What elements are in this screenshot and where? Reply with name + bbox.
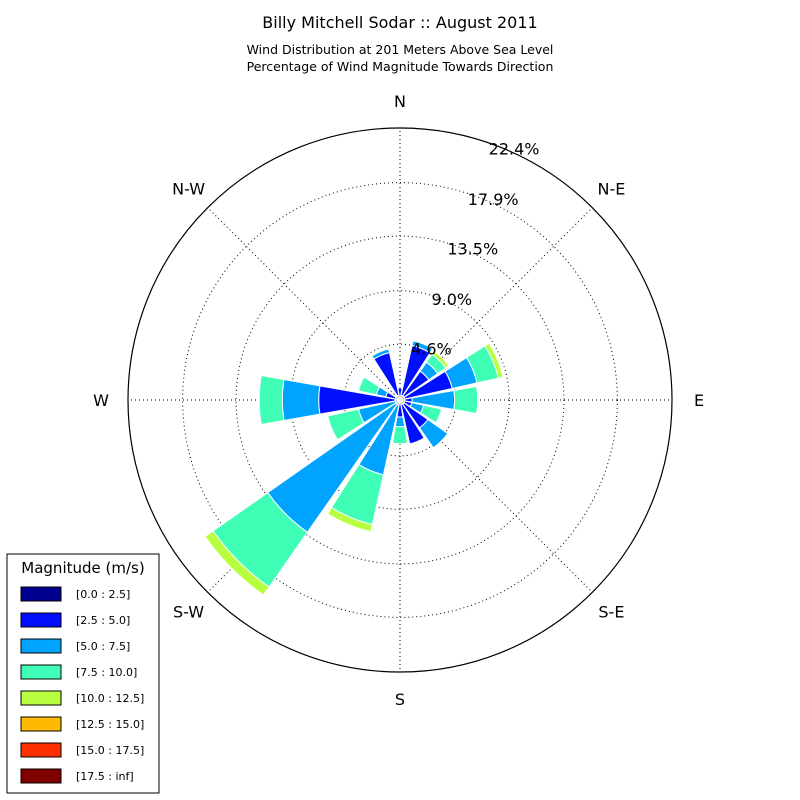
ring-label-3: 13.5% — [447, 240, 498, 259]
legend-swatch-6 — [20, 742, 62, 758]
ring-label-2: 9.0% — [431, 290, 472, 309]
sector-225-bin-4 — [204, 530, 270, 596]
legend-label-0: [0.0 : 2.5] — [76, 588, 130, 601]
legend-label-1: [2.5 : 5.0] — [76, 614, 130, 627]
sector-112.5-bin-3 — [419, 404, 443, 424]
sector-67.5-bin-4 — [484, 342, 504, 379]
direction-label-n-e: N-E — [597, 180, 625, 199]
legend-title: Magnitude (m/s) — [21, 559, 144, 577]
sector-45-bin-4 — [431, 350, 450, 369]
legend-swatch-1 — [20, 612, 62, 628]
grid-spoke-s-e — [399, 399, 593, 593]
legend-label-2: [5.0 : 7.5] — [76, 640, 130, 653]
grid-spoke-n-w — [207, 207, 401, 401]
legend-label-7: [17.5 : inf] — [76, 770, 134, 783]
grid-spoke-n-e — [399, 207, 593, 401]
direction-label-n: N — [394, 92, 406, 111]
legend-label-4: [10.0 : 12.5] — [76, 692, 144, 705]
sector-180-bin-2 — [394, 416, 406, 428]
outer-circle — [127, 127, 673, 673]
grid-ring-3 — [235, 235, 565, 565]
sector-180-bin-3 — [391, 425, 409, 445]
direction-label-s: S — [395, 690, 405, 709]
wind-sectors — [204, 340, 504, 596]
sector-0-bin-1 — [397, 387, 403, 397]
sector-22.5-bin-2 — [411, 340, 434, 354]
chart-subtitle-line-1: Wind Distribution at 201 Meters Above Se… — [247, 42, 554, 57]
chart-title: Billy Mitchell Sodar :: August 2011 — [262, 13, 537, 32]
polar-labels: N N-E E S-E S S-W W N-W 4.6% 9.0% 13.5% 17.9% 22.4% — [93, 92, 704, 709]
legend: Magnitude (m/s) [0.0 : 2.5] [2.5 : 5.0] [5… — [6, 553, 160, 794]
direction-label-n-w: N-W — [172, 180, 205, 199]
sector-270-bin-2 — [281, 378, 321, 422]
direction-label-s-e: S-E — [598, 602, 624, 621]
grid-ring-2 — [290, 290, 510, 510]
direction-label-s-w: S-W — [173, 602, 204, 621]
sector-135-bin-2 — [418, 418, 449, 449]
legend-swatch-4 — [20, 690, 62, 706]
sector-337.5-bin-2 — [371, 348, 391, 360]
sector-292.5-bin-3 — [357, 376, 381, 396]
legend-swatch-3 — [20, 664, 62, 680]
direction-label-w: W — [93, 391, 109, 410]
grid-ring-4 — [182, 182, 618, 618]
ring-label-4: 17.9% — [468, 190, 519, 209]
legend-label-3: [7.5 : 10.0] — [76, 666, 137, 679]
ring-label-1: 4.6% — [411, 339, 452, 358]
sector-270-bin-3 — [258, 374, 285, 426]
sector-202.5-bin-4 — [326, 506, 374, 533]
legend-swatch-5 — [20, 716, 62, 732]
chart-subtitle-line-2: Percentage of Wind Magnitude Towards Dir… — [247, 59, 554, 74]
sector-247.5-bin-3 — [327, 408, 365, 441]
sector-90-bin-3 — [453, 385, 479, 415]
legend-swatch-0 — [20, 586, 62, 602]
direction-label-e: E — [694, 391, 704, 410]
ring-label-5: 22.4% — [489, 140, 540, 159]
legend-label-6: [15.0 : 17.5] — [76, 744, 144, 757]
sector-157.5-bin-1 — [400, 403, 425, 445]
legend-swatch-2 — [20, 638, 62, 654]
legend-swatch-7 — [20, 768, 62, 784]
legend-label-5: [12.5 : 15.0] — [76, 718, 144, 731]
